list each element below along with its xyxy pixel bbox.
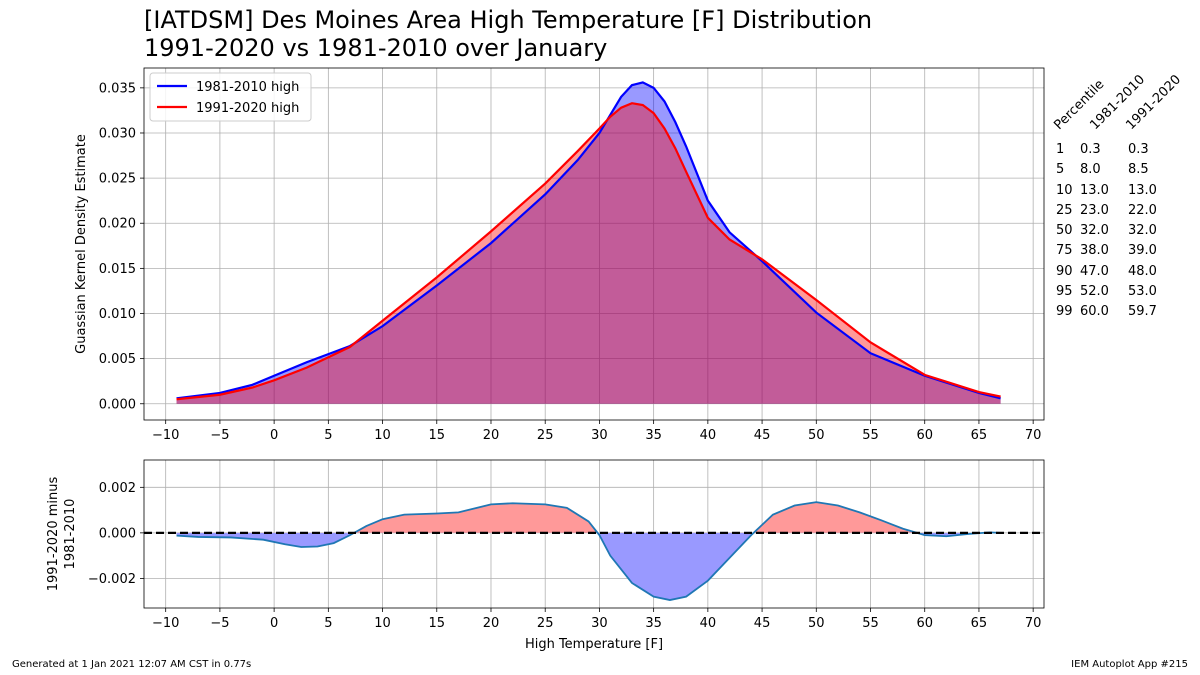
x-tick-label: 60 bbox=[916, 616, 933, 631]
area-1991-2020 bbox=[176, 103, 1001, 404]
value-1991-2020: 8.5 bbox=[1128, 162, 1149, 178]
x-tick-label: 50 bbox=[808, 428, 825, 443]
y-tick-label: 0.005 bbox=[99, 352, 136, 367]
x-tick-label: −10 bbox=[152, 616, 179, 631]
y-tick-label: −0.002 bbox=[88, 572, 136, 587]
x-tick-label: 0 bbox=[270, 428, 278, 443]
value-1991-2020: 59.7 bbox=[1128, 304, 1157, 320]
value-1981-2010: 8.0 bbox=[1080, 162, 1101, 178]
value-1981-2010: 13.0 bbox=[1080, 182, 1109, 198]
x-tick-label: 60 bbox=[916, 428, 933, 443]
x-tick-label: 5 bbox=[324, 616, 332, 631]
value-1981-2010: 60.0 bbox=[1080, 304, 1109, 320]
x-tick-label: 10 bbox=[374, 428, 391, 443]
percentile-value: 1 bbox=[1056, 142, 1065, 157]
axes-frame bbox=[143, 459, 1045, 609]
x-tick-label: 55 bbox=[862, 428, 879, 443]
percentile-value: 10 bbox=[1056, 182, 1073, 198]
value-1991-2020: 48.0 bbox=[1128, 263, 1157, 279]
diff-line bbox=[176, 501, 1001, 601]
x-tick-label: 5 bbox=[324, 428, 332, 443]
diff-negative-area bbox=[176, 532, 1001, 601]
x-tick-label: 30 bbox=[591, 428, 608, 443]
x-axis-label: High Temperature [F] bbox=[525, 637, 663, 652]
y-tick-label: 0.030 bbox=[99, 126, 136, 141]
x-tick-label: 10 bbox=[374, 616, 391, 631]
x-tick-label: 45 bbox=[754, 616, 771, 631]
y-tick-label: 0.002 bbox=[99, 481, 136, 496]
x-tick-label: 15 bbox=[428, 428, 445, 443]
value-1991-2020: 39.0 bbox=[1128, 243, 1157, 259]
x-tick-label: 25 bbox=[537, 428, 554, 443]
value-1981-2010: 32.0 bbox=[1080, 223, 1109, 239]
x-tick-label: 35 bbox=[645, 428, 662, 443]
x-tick-label: 30 bbox=[591, 616, 608, 631]
x-tick-label: 65 bbox=[971, 616, 988, 631]
value-1991-2020: 22.0 bbox=[1128, 202, 1157, 218]
x-tick-label: −5 bbox=[210, 428, 229, 443]
value-1991-2020: 53.0 bbox=[1128, 284, 1157, 300]
line-1981-2010 bbox=[176, 81, 1001, 400]
percentile-value: 95 bbox=[1056, 284, 1073, 300]
axes-frame bbox=[143, 67, 1045, 421]
chart-subtitle: 1991-2020 vs 1981-2010 over January bbox=[144, 34, 608, 62]
y-axis-label-line1: 1991-2020 minus bbox=[46, 477, 61, 592]
x-tick-label: −10 bbox=[152, 428, 179, 443]
x-tick-label: 70 bbox=[1025, 616, 1042, 631]
percentile-value: 50 bbox=[1056, 223, 1073, 239]
chart-title: [IATDSM] Des Moines Area High Temperatur… bbox=[144, 6, 873, 34]
x-tick-label: 35 bbox=[645, 616, 662, 631]
percentile-value: 90 bbox=[1056, 263, 1073, 279]
percentile-value: 25 bbox=[1056, 202, 1073, 218]
y-tick-label: 0.025 bbox=[99, 172, 136, 187]
value-1991-2020: 0.3 bbox=[1128, 142, 1149, 157]
value-1981-2010: 23.0 bbox=[1080, 202, 1109, 218]
legend-box bbox=[149, 72, 312, 122]
y-tick-label: 0.035 bbox=[99, 81, 136, 96]
app-footer: IEM Autoplot App #215 bbox=[1071, 659, 1188, 670]
value-1991-2020: 13.0 bbox=[1128, 182, 1157, 198]
y-tick-label: 0.000 bbox=[99, 526, 136, 541]
x-tick-label: 15 bbox=[428, 616, 445, 631]
y-axis-label-line2: 1981-2010 bbox=[63, 499, 78, 570]
y-tick-label: 0.000 bbox=[99, 397, 136, 412]
x-tick-label: 55 bbox=[862, 616, 879, 631]
percentile-value: 99 bbox=[1056, 304, 1073, 320]
x-tick-label: −5 bbox=[210, 616, 229, 631]
x-tick-label: 45 bbox=[754, 428, 771, 443]
x-tick-label: 70 bbox=[1025, 428, 1042, 443]
area-1981-2010 bbox=[176, 82, 1001, 404]
y-tick-label: 0.010 bbox=[99, 307, 136, 322]
value-1981-2010: 38.0 bbox=[1080, 243, 1109, 259]
x-tick-label: 50 bbox=[808, 616, 825, 631]
diff-positive-area bbox=[354, 502, 1001, 533]
value-1991-2020: 32.0 bbox=[1128, 223, 1157, 239]
y-axis-label: Guassian Kernel Density Estimate bbox=[74, 134, 89, 354]
x-tick-label: 25 bbox=[537, 616, 554, 631]
percentile-value: 5 bbox=[1056, 162, 1065, 178]
value-1981-2010: 0.3 bbox=[1080, 142, 1101, 157]
value-1981-2010: 47.0 bbox=[1080, 263, 1109, 279]
legend-label-1991: 1991-2020 high bbox=[196, 101, 299, 116]
y-tick-label: 0.015 bbox=[99, 262, 136, 277]
x-tick-label: 40 bbox=[700, 428, 717, 443]
y-tick-label: 0.020 bbox=[99, 217, 136, 232]
x-tick-label: 20 bbox=[483, 428, 500, 443]
legend-label-1981: 1981-2010 high bbox=[196, 80, 299, 95]
x-tick-label: 65 bbox=[971, 428, 988, 443]
x-tick-label: 20 bbox=[483, 616, 500, 631]
line-1991-2020 bbox=[176, 102, 1001, 401]
x-tick-label: 40 bbox=[700, 616, 717, 631]
generated-footer: Generated at 1 Jan 2021 12:07 AM CST in … bbox=[12, 659, 252, 670]
x-tick-label: 0 bbox=[270, 616, 278, 631]
value-1981-2010: 52.0 bbox=[1080, 284, 1109, 300]
percentile-value: 75 bbox=[1056, 243, 1073, 259]
